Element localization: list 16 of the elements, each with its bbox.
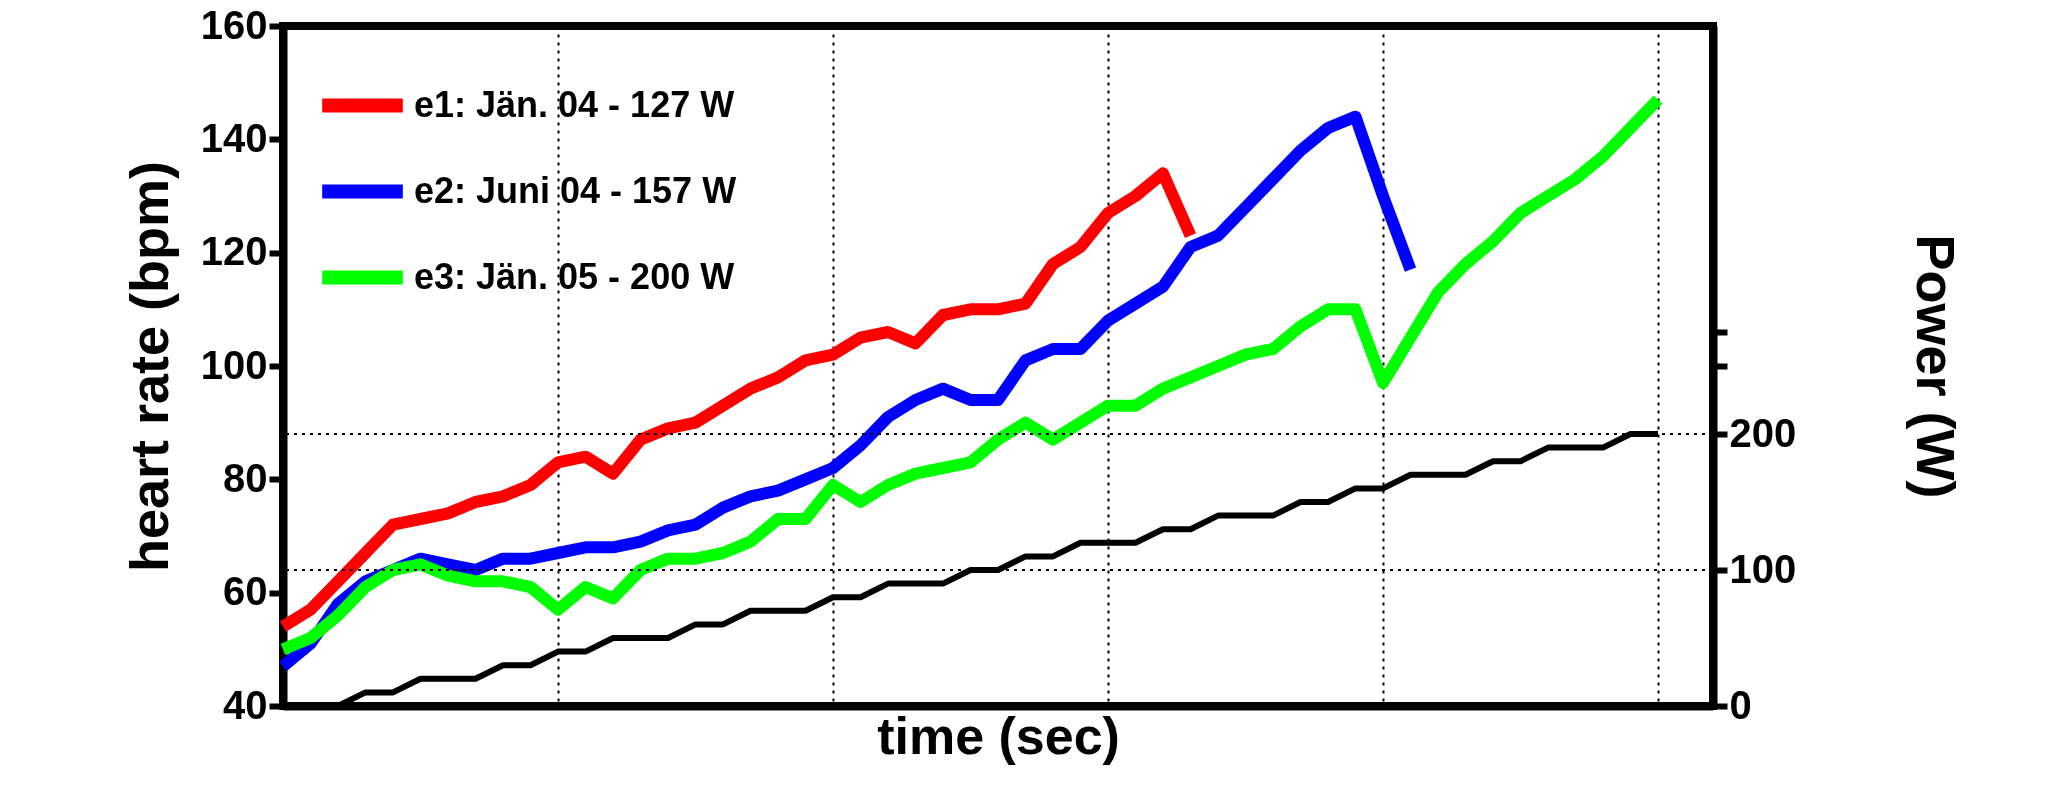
y-tick-label: 160 xyxy=(200,2,268,47)
y2-tick-label: 200 xyxy=(1729,410,1797,455)
y2-tick-label: 100 xyxy=(1729,546,1797,591)
y-tick-label: 120 xyxy=(200,229,268,274)
x-axis-title: time (sec) xyxy=(877,706,1120,765)
y2-tick-label: 0 xyxy=(1729,682,1752,727)
y2-axis-title: Power (W) xyxy=(1906,234,1967,499)
y-tick-label: 60 xyxy=(223,569,268,614)
legend-label: e2: Juni 04 - 157 W xyxy=(414,169,737,211)
y-axis-title: heart rate (bpm) xyxy=(118,160,179,573)
y-tick-label: 100 xyxy=(200,342,268,387)
y-tick-label: 40 xyxy=(223,682,268,727)
legend-label: e3: Jän. 05 - 200 W xyxy=(414,255,735,297)
legend-label: e1: Jän. 04 - 127 W xyxy=(414,83,735,125)
y-tick-label: 140 xyxy=(200,115,268,160)
y-tick-label: 80 xyxy=(223,455,268,500)
